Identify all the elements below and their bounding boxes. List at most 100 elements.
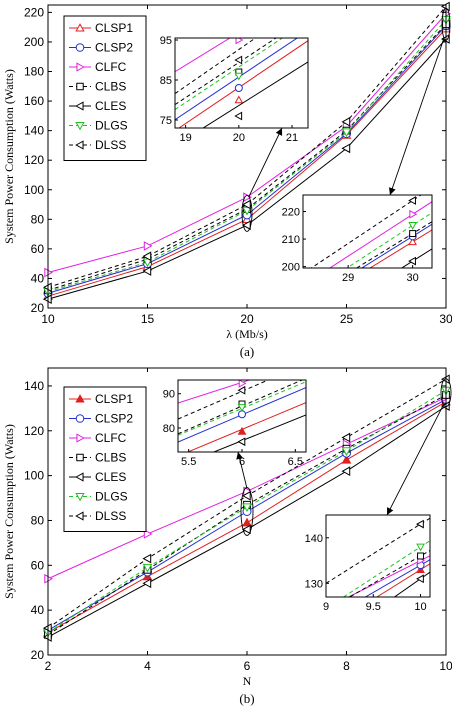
legend-label-cles: CLES [95,470,126,484]
inset-frame [174,37,309,129]
inset-point-clfc [238,380,247,388]
data-point-cles [241,524,251,535]
inset-line-clfc [347,555,430,597]
chart-panel-b: 2 4 6 8 10 20 40 60 80 100 120 140 N System Power Con… [2,367,452,706]
data-point-dlgs [142,563,153,573]
data-point-dlgs [242,503,252,513]
inset-y-tick-label: 75 [160,115,172,127]
inset-y-tick-label: 80 [163,423,175,435]
x-axis-label: λ (Mb/s) [226,327,267,341]
inset-point-clsp1 [408,237,417,246]
inset-point-clsp1 [237,426,247,435]
inset-frame [325,514,431,598]
data-point-dlgs [341,128,352,138]
inset-background [326,515,430,597]
y-tick-label: 120 [24,424,44,438]
inset-y-tick-label: 95 [160,35,172,47]
inset-line-clfc [175,38,231,73]
inset-point-cles [416,574,424,584]
x-tick-label: 20 [240,312,254,326]
inset-line-dlgs [178,381,306,436]
inset-y-tick-label: 220 [282,207,300,219]
inset-y-tick-label: 130 [305,578,323,590]
data-point-dlss [341,116,351,127]
inset-point-cles [408,256,416,266]
inset-line-cles [400,248,432,268]
y-tick-label: 180 [24,65,44,79]
inset-point-clsp1 [234,95,244,104]
inset-frame [302,194,433,269]
zoom-arrow-head [388,187,396,195]
inset-line-dlgs [175,38,284,111]
data-point-cles [142,266,152,276]
legend-label-clbs: CLBS [95,451,126,465]
zoom-arrow [248,127,283,197]
inset-point-clbs [409,230,417,238]
zoom-arrow [386,405,444,516]
inset-y-tick-label: 140 [305,533,323,545]
legend-label-cles: CLES [95,99,126,113]
legend-label-clfc: CLFC [95,431,127,445]
data-point-clsp1 [341,454,352,464]
inset-point-dlgs [237,404,247,412]
zoom-ellipse [241,194,253,232]
y-tick-label: 100 [24,469,44,483]
inset-x-tick-label: 29 [342,272,354,284]
legend-label-clsp2: CLSP2 [95,412,133,426]
inset-x-tick-label: 9 [323,601,329,613]
data-point-dlss [241,199,251,210]
y-tick-label: 40 [31,603,45,617]
inset-point-cles [237,437,246,447]
legend-marker [75,472,84,482]
y-tick-label: 60 [31,558,45,572]
inset-point-dlss [416,519,424,529]
inset-point-dlss [408,196,416,205]
legend-marker [76,433,85,443]
legend-marker [75,43,85,52]
legend-marker [75,511,84,521]
data-point-dlss [142,553,152,564]
zoom-arrow-head [387,507,394,515]
inset-x-tick-label: 20 [233,132,245,144]
inset-x-tick-label: 5.5 [181,456,196,468]
inset-y-tick-label: 200 [282,262,300,274]
data-point-cles [241,220,251,231]
inset-x-tick-label: 6 [239,456,245,468]
inset-line-clbs [348,550,430,597]
x-tick-label: 10 [439,659,452,673]
legend-label-dlss: DLSS [95,509,126,523]
inset-series [178,380,306,452]
zoom-arrow-head [275,128,283,136]
inset-x-tick-label: 6.5 [288,456,303,468]
inset-y-tick-label: 85 [160,75,172,87]
inset-2: 29 30 200 210 220 [282,194,433,284]
x-tick-label: 2 [45,659,52,673]
x-tick-label: 30 [439,312,452,326]
legend-label-dlss: DLSS [95,138,126,152]
figure-caption: (b) [239,691,254,706]
legend-marker [75,492,85,502]
y-tick-label: 60 [31,242,45,256]
legend-label-clsp1: CLSP1 [95,21,133,35]
inset-series [310,195,432,268]
inset-point-cles [234,111,243,121]
legend-marker [76,62,85,72]
data-point-cles [341,143,351,154]
zoom-arrow [389,38,445,196]
inset-point-clsp2 [234,84,243,92]
inset-line-cles [202,61,308,128]
data-point-dlss [241,490,251,501]
zoom-ellipse [441,7,451,41]
inset-series [326,517,430,597]
series-line-dlgs [47,389,447,633]
chart-panel-a: 10 15 20 25 30 20 40 60 80 100 120 140 160 180 200 220 λ… [2,1,452,359]
inset-point-dlgs [416,543,425,552]
y-tick-label: 160 [24,94,44,108]
inset-y-tick-label: 210 [282,234,300,246]
legend-marker [75,121,85,131]
inset-line-dlgs [345,212,432,268]
inset-x-tick-label: 9.5 [366,601,381,613]
x-tick-label: 4 [144,659,151,673]
legend-label-clbs: CLBS [95,80,126,94]
data-point-clfc [143,241,153,251]
